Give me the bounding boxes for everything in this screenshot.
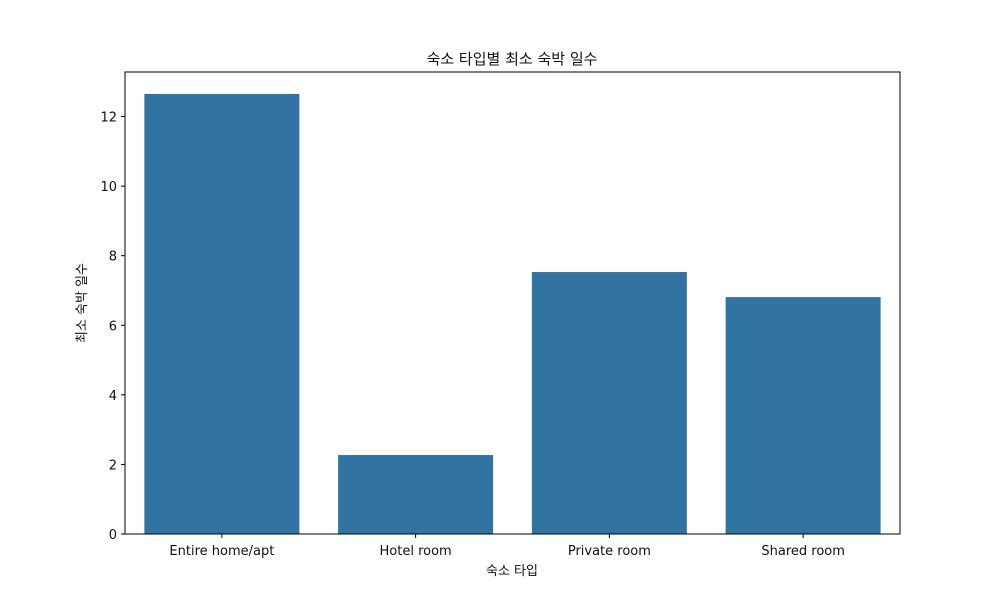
chart-title: 숙소 타입별 최소 숙박 일수 (427, 50, 598, 68)
x-tick-label: Private room (568, 544, 651, 559)
y-tick-label: 4 (109, 389, 117, 404)
x-tick-label: Entire home/apt (169, 544, 274, 559)
bar-3 (725, 297, 881, 534)
y-axis-title: 최소 숙박 일수 (75, 263, 90, 343)
y-tick-label: 8 (109, 250, 117, 265)
x-axis: Entire home/apt Hotel room Private room Sha… (169, 534, 845, 559)
x-tick-label: Shared room (761, 544, 845, 559)
y-tick-label: 2 (109, 458, 117, 473)
bar-0 (144, 93, 300, 534)
bar-1 (338, 455, 494, 534)
plot-frame (124, 71, 901, 535)
bars-group (144, 93, 881, 534)
y-tick-label: 12 (100, 111, 117, 126)
x-tick-label: Hotel room (380, 544, 452, 559)
bar-2 (531, 272, 687, 534)
y-tick-label: 0 (109, 528, 117, 543)
y-axis: 0 2 4 6 8 10 12 (100, 111, 125, 543)
y-tick-label: 6 (109, 319, 117, 334)
y-tick-label: 10 (100, 180, 117, 195)
x-axis-title: 숙소 타입 (486, 564, 538, 579)
